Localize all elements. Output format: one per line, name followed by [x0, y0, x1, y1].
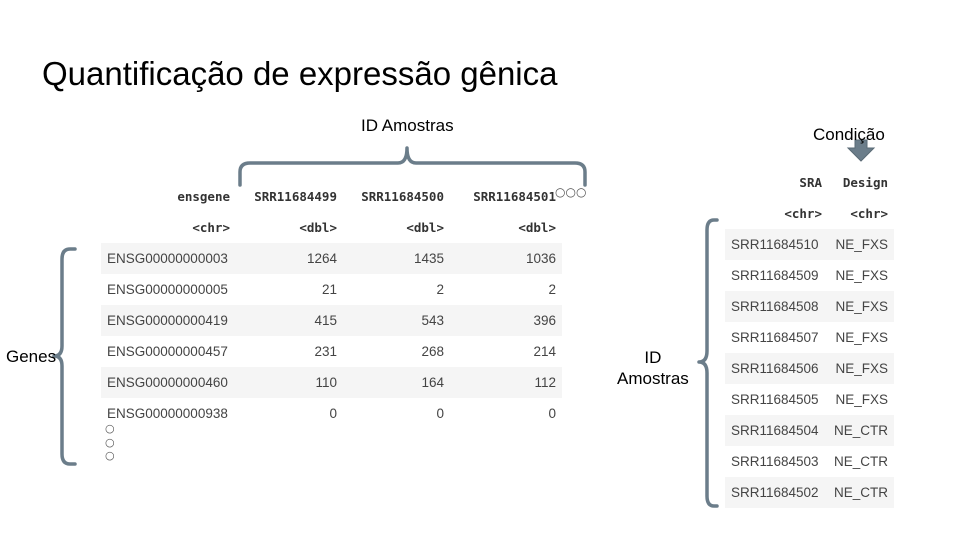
table-row: SRR11684510 NE_FXS — [725, 229, 895, 260]
header-row: ensgene SRR11684499 SRR11684500 SRR11684… — [101, 181, 562, 212]
count-cell: 0 — [343, 398, 450, 429]
count-cell: 0 — [450, 398, 562, 429]
count-cell: 112 — [450, 367, 562, 398]
col-type: <chr> — [192, 220, 230, 235]
col-type: <dbl> — [518, 220, 556, 235]
col-type: <chr> — [850, 206, 889, 221]
gene-id: ENSG00000000938 — [101, 398, 236, 429]
sra-id: SRR11684504 — [725, 415, 828, 446]
table-row: SRR11684505 NE_FXS — [725, 384, 895, 415]
design-cell: NE_FXS — [828, 260, 895, 291]
count-cell: 1264 — [236, 243, 343, 274]
design-cell: NE_CTR — [828, 477, 895, 508]
table-row: SRR11684508 NE_FXS — [725, 291, 895, 322]
table-row: SRR11684506 NE_FXS — [725, 353, 895, 384]
table-row: ENSG00000000003 1264 1435 1036 — [101, 243, 562, 274]
design-cell: NE_CTR — [828, 446, 895, 477]
count-cell: 0 — [236, 398, 343, 429]
samples-side-label: ID Amostras — [617, 348, 689, 388]
sra-id: SRR11684510 — [725, 229, 828, 260]
table-row: SRR11684504 NE_CTR — [725, 415, 895, 446]
more-rows-indicator: ○ ○ ○ — [105, 422, 115, 463]
table-row: ENSG00000000005 21 2 2 — [101, 274, 562, 305]
samples-top-label: ID Amostras — [361, 116, 454, 135]
more-columns-indicator: ○○○ — [555, 185, 587, 199]
col-header: SRR11684499 — [254, 189, 337, 204]
gene-id: ENSG00000000460 — [101, 367, 236, 398]
col-type: <dbl> — [299, 220, 337, 235]
sra-id: SRR11684503 — [725, 446, 828, 477]
count-cell: 1435 — [343, 243, 450, 274]
design-cell: NE_CTR — [828, 415, 895, 446]
col-type: <chr> — [784, 206, 822, 221]
more-rows-dot: ○ — [105, 422, 115, 435]
condition-label: Condição — [813, 125, 885, 144]
design-cell: NE_FXS — [828, 322, 895, 353]
sra-id: SRR11684508 — [725, 291, 828, 322]
table-row: SRR11684503 NE_CTR — [725, 446, 895, 477]
gene-id: ENSG00000000005 — [101, 274, 236, 305]
col-type: <dbl> — [406, 220, 444, 235]
count-cell: 2 — [343, 274, 450, 305]
more-rows-dot: ○ — [105, 449, 115, 462]
count-cell: 164 — [343, 367, 450, 398]
count-cell: 396 — [450, 305, 562, 336]
gene-id: ENSG00000000419 — [101, 305, 236, 336]
count-cell: 415 — [236, 305, 343, 336]
count-cell: 110 — [236, 367, 343, 398]
count-cell: 543 — [343, 305, 450, 336]
design-cell: NE_FXS — [828, 384, 895, 415]
design-table: SRA Design <chr> <chr> SRR11684510 NE_FX… — [725, 167, 895, 508]
type-row: <chr> <chr> — [725, 198, 894, 229]
sra-id: SRR11684506 — [725, 353, 828, 384]
more-rows-dot: ○ — [105, 435, 115, 449]
col-header: SRR11684501 — [473, 189, 556, 204]
sra-id: SRR11684502 — [725, 477, 828, 508]
sra-id: SRR11684509 — [725, 260, 828, 291]
col-header: SRA — [799, 175, 822, 190]
down-arrow-icon — [846, 139, 876, 162]
design-cell: NE_FXS — [828, 229, 895, 260]
col-header: Design — [842, 175, 889, 190]
count-cell: 214 — [450, 336, 562, 367]
design-cell: NE_FXS — [828, 291, 895, 322]
table-row: ENSG00000000457 231 268 214 — [101, 336, 562, 367]
type-row: <chr> <dbl> <dbl> <dbl> — [101, 212, 562, 243]
count-cell: 1036 — [450, 243, 562, 274]
col-header: SRR11684500 — [361, 189, 444, 204]
sra-id: SRR11684505 — [725, 384, 828, 415]
samples-brace — [238, 146, 587, 187]
table-row: SRR11684507 NE_FXS — [725, 322, 895, 353]
table-row: SRR11684502 NE_CTR — [725, 477, 895, 508]
table-row: SRR11684509 NE_FXS — [725, 260, 895, 291]
table-row: ENSG00000000460 110 164 112 — [101, 367, 562, 398]
count-cell: 21 — [236, 274, 343, 305]
counts-table: ensgene SRR11684499 SRR11684500 SRR11684… — [101, 181, 562, 429]
gene-id: ENSG00000000457 — [101, 336, 236, 367]
table-row: ENSG00000000938 0 0 0 — [101, 398, 562, 429]
genes-label: Genes — [6, 347, 57, 366]
samples-side-brace — [697, 218, 719, 508]
design-cell: NE_FXS — [828, 353, 895, 384]
page-title: Quantificação de expressão gênica — [42, 55, 558, 92]
gene-id: ENSG00000000003 — [101, 243, 236, 274]
count-cell: 268 — [343, 336, 450, 367]
table-row: ENSG00000000419 415 543 396 — [101, 305, 562, 336]
genes-brace — [52, 247, 77, 466]
col-header: ensgene — [177, 189, 230, 204]
count-cell: 2 — [450, 274, 562, 305]
sra-id: SRR11684507 — [725, 322, 828, 353]
header-row: SRA Design — [725, 167, 894, 198]
count-cell: 231 — [236, 336, 343, 367]
